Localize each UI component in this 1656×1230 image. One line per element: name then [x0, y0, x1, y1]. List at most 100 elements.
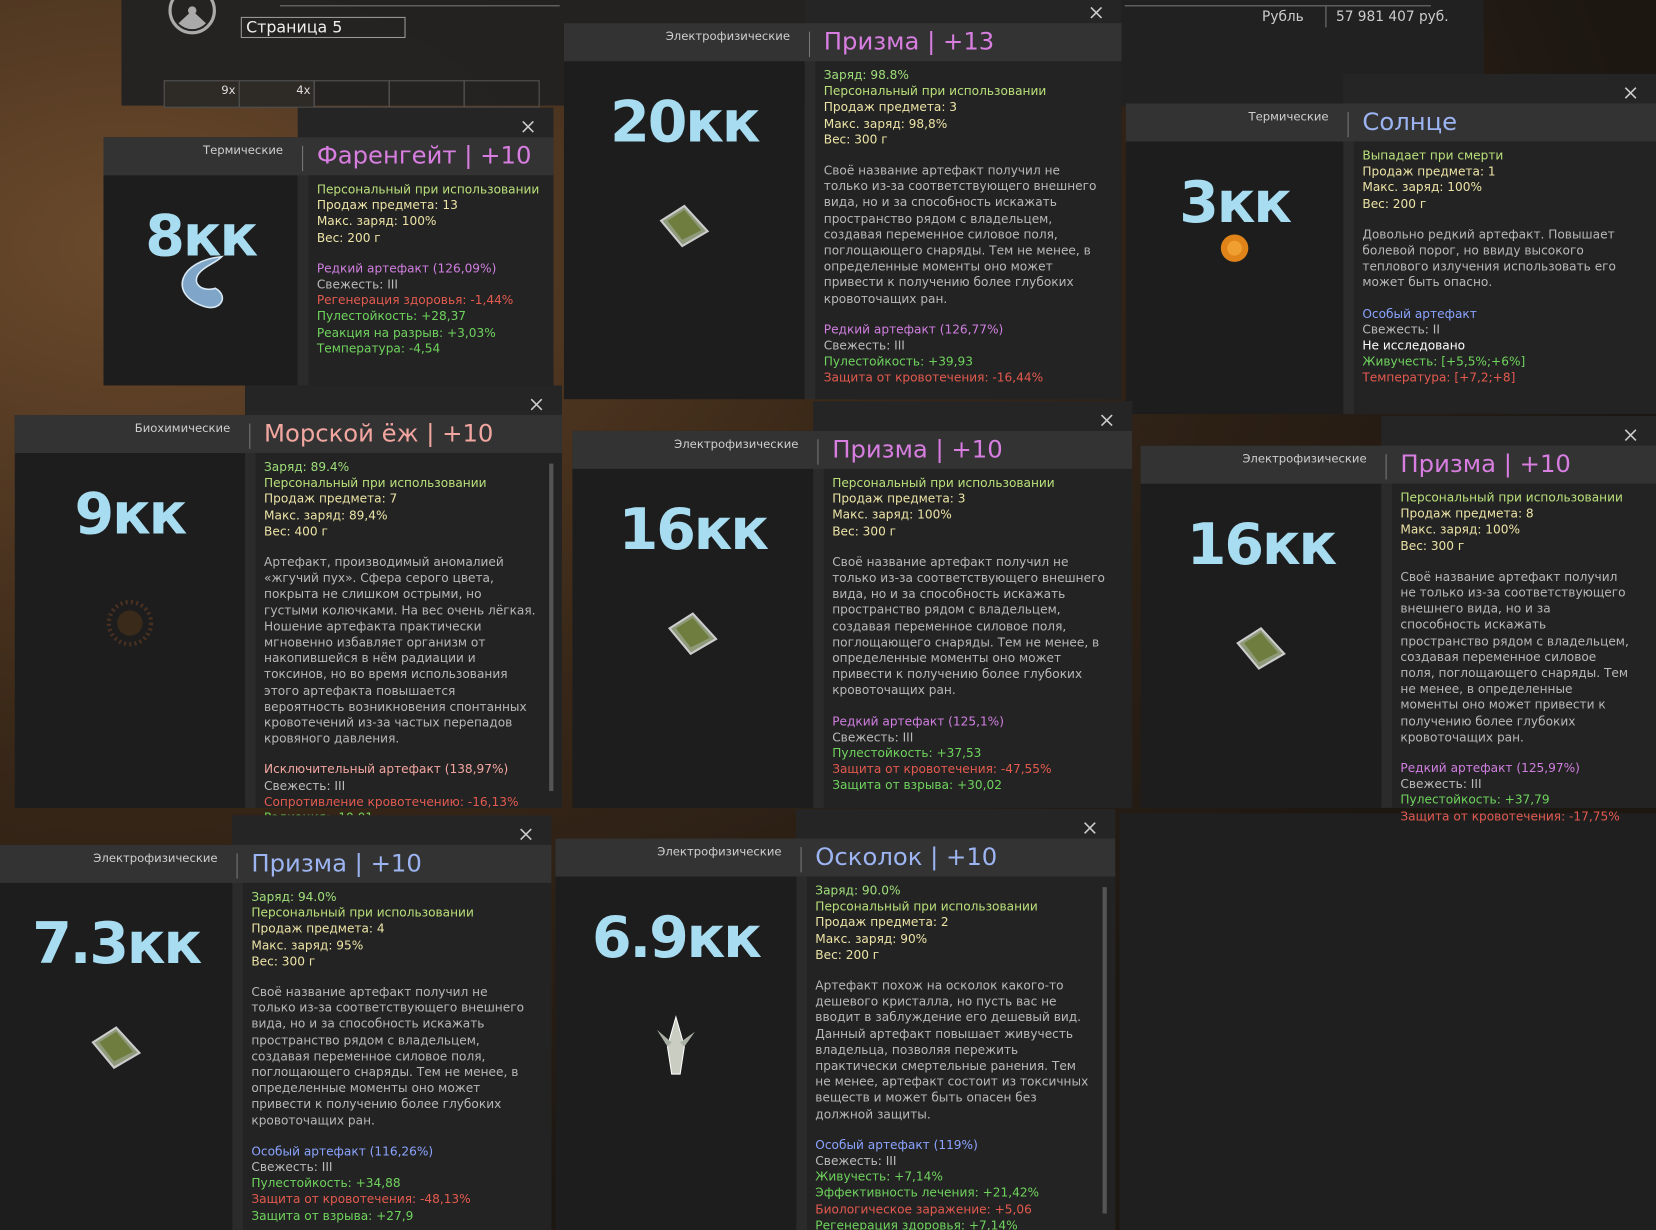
slot[interactable] — [388, 80, 465, 108]
info-line: Вес: 300 г — [251, 953, 316, 969]
info-line: Персональный при использовании — [264, 475, 487, 491]
info-line: Вес: 200 г — [316, 229, 381, 245]
header-band — [14, 415, 562, 454]
details: Персональный при использовании Продаж пре… — [832, 475, 1109, 794]
stat-line: Свежесть: III — [832, 729, 914, 745]
info-line: Продаж предмета: 13 — [316, 197, 458, 213]
info-line: Макс. заряд: 100% — [316, 213, 437, 229]
slot[interactable] — [313, 80, 390, 108]
separator — [817, 439, 819, 465]
stat-line: Свежесть: III — [823, 338, 905, 353]
info-line: Макс. заряд: 98,8% — [823, 115, 948, 131]
info-line: Персональный при использовании — [251, 905, 474, 921]
details: Персональный при использовании Продаж пре… — [1400, 490, 1632, 825]
tooltip-card: Термические Фаренгейт | +10 8кк Персональны… — [103, 107, 554, 386]
separator — [808, 31, 811, 58]
stat-line: Пулестойкость: +37,53 — [832, 745, 982, 761]
close-button[interactable] — [530, 398, 543, 411]
tooltip-card: Электрофизические Призма | +10 16кк Персона… — [1140, 416, 1656, 823]
stat-line: Свежесть: III — [316, 276, 398, 292]
stat-line: Защита от взрыва: +27,9 — [251, 1207, 414, 1223]
close-button[interactable] — [522, 120, 535, 133]
slot[interactable]: 4x — [238, 80, 315, 108]
page-label[interactable]: Страница 5 — [240, 16, 406, 39]
category: Термические — [202, 143, 284, 158]
content-frame — [1353, 141, 1656, 414]
close-button[interactable] — [1084, 822, 1097, 835]
close-button[interactable] — [1100, 414, 1113, 427]
info-line: Выпадает при смерти — [1362, 147, 1504, 163]
details: Выпадает при смерти Продаж предмета: 1 Мак… — [1362, 148, 1632, 386]
price: 3кк — [1179, 168, 1292, 236]
stat-line: Температура: [+7,2;+8] — [1362, 370, 1516, 385]
item-title: Морской ёж | +10 — [264, 420, 494, 448]
category: Электрофизические — [657, 844, 782, 859]
stat-line: Защита от взрыва: +30,02 — [832, 777, 1002, 793]
content-frame — [242, 882, 552, 1230]
close-button[interactable] — [1090, 6, 1103, 19]
tooltip-card: Биохимические Морской ёж | +10 9кк Заряд: 8… — [14, 385, 562, 825]
stat-line: Редкий артефакт (126,09%) — [316, 260, 497, 276]
info-line: Продаж предмета: 2 — [815, 915, 949, 930]
close-button[interactable] — [520, 828, 533, 841]
header-band — [1125, 103, 1656, 142]
divider — [1325, 6, 1327, 28]
stat-line: Редкий артефакт (126,77%) — [823, 321, 1004, 337]
stat-line: Защита от кровотечения: -48,13% — [251, 1191, 471, 1207]
close-button[interactable] — [1624, 87, 1637, 100]
info-line: Заряд: 90.0% — [815, 882, 901, 898]
info-line: Вес: 200 г — [1362, 196, 1427, 211]
item-title: Призма | +13 — [823, 28, 995, 56]
content-frame — [823, 468, 1133, 808]
price: 16кк — [618, 496, 769, 563]
description: Артефакт, производимый аномалией «жгучий… — [264, 554, 536, 746]
slot[interactable] — [463, 80, 540, 108]
stat-line: Регенерация здоровья: +7,14% — [815, 1217, 1018, 1230]
info-line: Продаж предмета: 7 — [264, 491, 398, 507]
stat-line: Защита от кровотечения: -47,55% — [832, 761, 1052, 777]
content-frame — [1391, 483, 1656, 808]
stat-line: Пулестойкость: +39,93 — [823, 354, 973, 369]
separator — [249, 423, 251, 449]
close-row — [245, 385, 562, 416]
info-line: Заряд: 98.8% — [823, 67, 909, 83]
info-line: Макс. заряд: 100% — [1362, 179, 1483, 195]
stat-line: Исключительный артефакт (138,97%) — [264, 761, 509, 777]
details: Персональный при использовании Продаж пре… — [316, 182, 540, 357]
close-button[interactable] — [1624, 429, 1637, 442]
content-frame — [255, 453, 562, 808]
info-line: Продаж предмета: 1 — [1362, 163, 1496, 179]
info-line: Продаж предмета: 4 — [251, 921, 385, 937]
stat-line: Биологическое заражение: +5,06 — [815, 1201, 1032, 1217]
stat-line: Температура: -4,54 — [316, 340, 441, 356]
close-row — [232, 815, 552, 845]
stat-line: Особый артефакт (119%) — [815, 1137, 978, 1153]
scrollbar — [1102, 887, 1107, 1214]
header-band — [555, 838, 1116, 877]
info-line: Персональный при использовании — [823, 83, 1047, 99]
info-line: Макс. заряд: 100% — [832, 507, 952, 523]
gap — [317, 246, 530, 261]
price: 8кк — [145, 202, 258, 270]
tooltip-card: Электрофизические Призма | +13 20кк Заряд: … — [563, 0, 1122, 400]
slot[interactable]: 9x — [163, 80, 240, 108]
separator — [800, 846, 802, 873]
info-line: Персональный при использовании — [832, 475, 1055, 491]
info-line: Вес: 300 г — [1400, 538, 1465, 553]
category: Электрофизические — [1242, 452, 1367, 466]
slot-count: 9x — [221, 83, 236, 98]
description: Своё название артефакт получил не только… — [1400, 569, 1629, 745]
tooltip-card: Электрофизические Осколок | +10 6.9кк Заряд… — [555, 808, 1116, 1230]
scrollbar — [549, 463, 554, 792]
separator — [1347, 111, 1349, 138]
description: Своё название артефакт получил не только… — [251, 984, 525, 1128]
description: Довольно редкий артефакт. Повышает болев… — [1362, 226, 1616, 290]
info-line: Продаж предмета: 8 — [1400, 506, 1534, 521]
item-title: Призма | +10 — [832, 436, 1003, 464]
stat-line: Особый артефакт — [1362, 305, 1477, 321]
close-row — [1381, 416, 1656, 446]
item-title: Призма | +10 — [1400, 450, 1571, 479]
left-panel — [1140, 445, 1382, 808]
item-icon — [659, 204, 710, 248]
